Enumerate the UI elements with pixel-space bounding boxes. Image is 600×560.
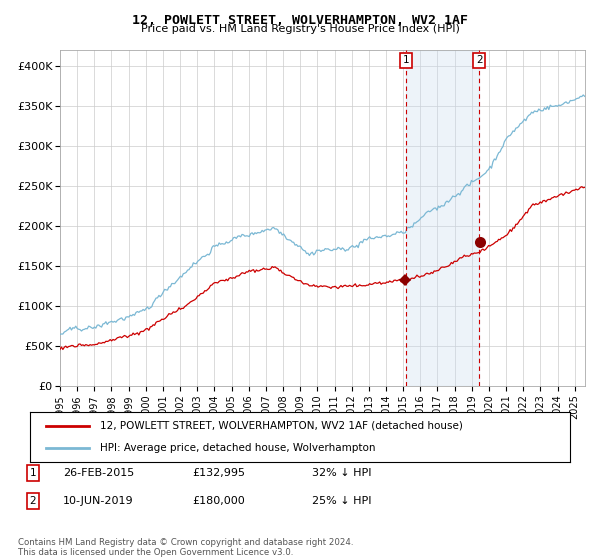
- Text: 12, POWLETT STREET, WOLVERHAMPTON, WV2 1AF: 12, POWLETT STREET, WOLVERHAMPTON, WV2 1…: [132, 14, 468, 27]
- Text: 1: 1: [29, 468, 37, 478]
- Text: 25% ↓ HPI: 25% ↓ HPI: [312, 496, 371, 506]
- Text: HPI: Average price, detached house, Wolverhampton: HPI: Average price, detached house, Wolv…: [100, 443, 376, 453]
- Text: 2: 2: [29, 496, 37, 506]
- Text: Contains HM Land Registry data © Crown copyright and database right 2024.
This d: Contains HM Land Registry data © Crown c…: [18, 538, 353, 557]
- Text: £180,000: £180,000: [192, 496, 245, 506]
- Text: 12, POWLETT STREET, WOLVERHAMPTON, WV2 1AF (detached house): 12, POWLETT STREET, WOLVERHAMPTON, WV2 1…: [100, 421, 463, 431]
- Text: 26-FEB-2015: 26-FEB-2015: [63, 468, 134, 478]
- Text: 2: 2: [476, 55, 482, 66]
- Bar: [406, 50, 479, 386]
- Text: 32% ↓ HPI: 32% ↓ HPI: [312, 468, 371, 478]
- Text: 1: 1: [403, 55, 409, 66]
- Text: Price paid vs. HM Land Registry's House Price Index (HPI): Price paid vs. HM Land Registry's House …: [140, 24, 460, 34]
- Text: £132,995: £132,995: [192, 468, 245, 478]
- Text: 10-JUN-2019: 10-JUN-2019: [63, 496, 134, 506]
